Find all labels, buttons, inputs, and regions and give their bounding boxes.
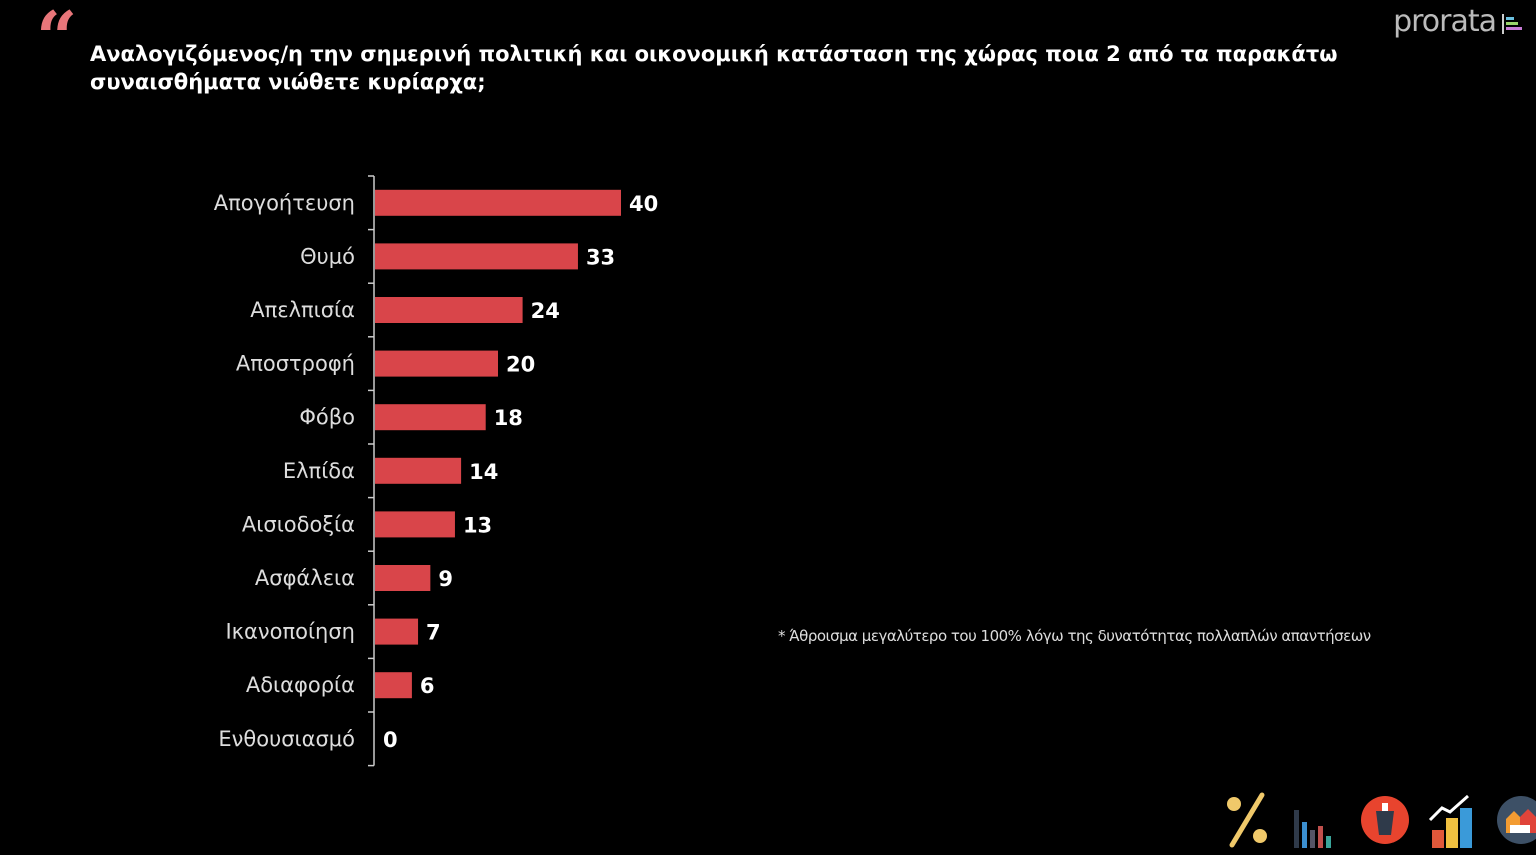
bar	[375, 457, 462, 484]
data-label: 40	[629, 192, 658, 216]
category-label: Αδιαφορία	[246, 673, 355, 697]
data-label: 18	[494, 406, 523, 430]
data-label: 13	[463, 513, 492, 537]
category-label: Ικανοποίηση	[225, 620, 355, 644]
category-label: Αισιοδοξία	[242, 512, 355, 536]
quote-mark-icon: “	[36, 0, 78, 80]
bar	[375, 297, 523, 323]
ballot-box-icon	[1361, 796, 1409, 844]
logo-bars-icon	[1502, 14, 1522, 34]
bar	[375, 618, 419, 645]
growth-chart-icon	[1428, 794, 1472, 848]
category-label: Απογοήτευση	[214, 191, 355, 215]
data-label: 33	[586, 245, 615, 269]
footer-icons	[1222, 790, 1536, 850]
chart-footnote: * Άθροισμα μεγαλύτερο του 100% λόγω της …	[778, 627, 1371, 645]
data-label: 7	[426, 621, 441, 645]
bar	[375, 404, 486, 431]
prorata-logo: prorata	[1393, 4, 1497, 39]
bar-chart-icon	[1294, 810, 1331, 848]
bar	[375, 189, 621, 216]
data-label: 20	[506, 353, 535, 377]
bar	[375, 672, 412, 699]
bar	[375, 350, 498, 377]
bar	[375, 243, 578, 270]
category-label: Αποστροφή	[236, 352, 355, 376]
category-label: Θυμό	[300, 244, 355, 268]
bar	[375, 511, 455, 538]
bar	[375, 565, 431, 591]
data-label: 24	[531, 299, 560, 323]
category-label: Ασφάλεια	[255, 566, 355, 590]
data-label: 14	[469, 460, 498, 484]
category-label: Φόβο	[299, 405, 355, 429]
data-label: 9	[438, 567, 453, 591]
category-label: Ελπίδα	[283, 459, 355, 483]
community-icon	[1497, 796, 1536, 844]
percent-icon	[1227, 792, 1267, 848]
chart-title: Αναλογιζόμενος/η την σημερινή πολιτική κ…	[90, 42, 1338, 94]
category-label: Απελπισία	[250, 298, 355, 322]
category-label: Ενθουσιασμό	[218, 727, 355, 751]
data-label: 0	[383, 728, 398, 752]
data-label: 6	[420, 674, 435, 698]
